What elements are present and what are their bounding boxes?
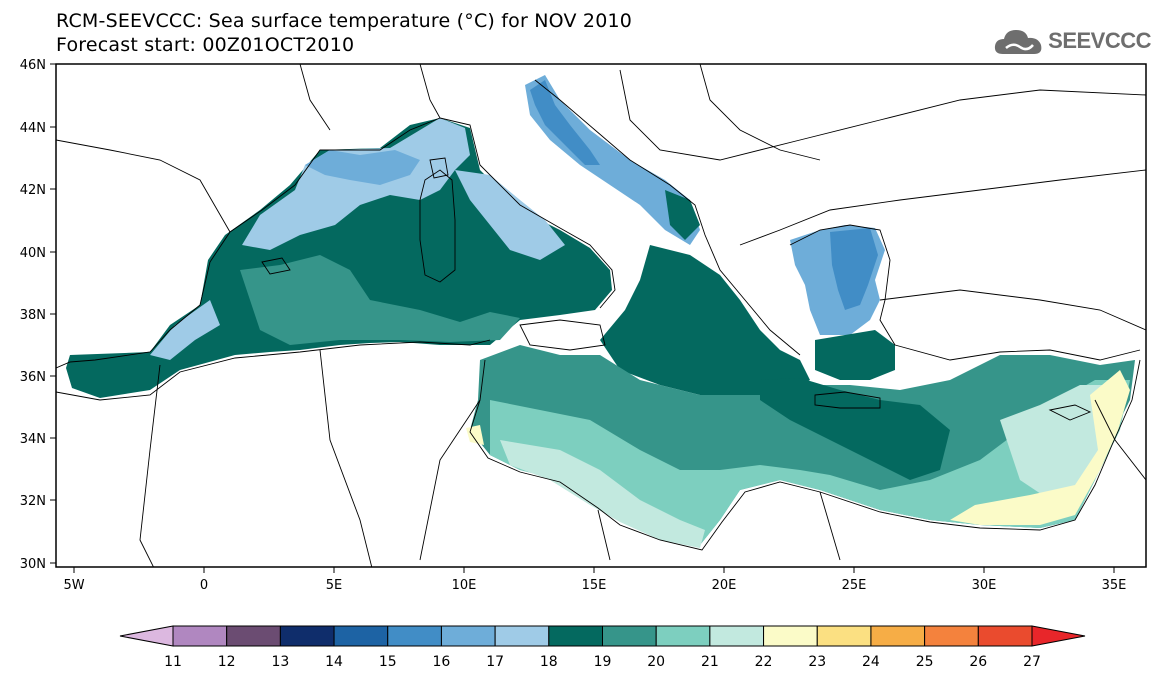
lat-tick-label: 30N (20, 557, 46, 572)
colorbar-swatch (602, 625, 657, 647)
coastlines (56, 64, 1146, 567)
forecast-start: Forecast start: 00Z01OCT2010 (56, 34, 355, 56)
colorbar-swatch (977, 625, 1033, 647)
colorbar-swatch (816, 625, 872, 647)
colorbar-label: 11 (164, 654, 182, 670)
lon-tick-label: 5E (326, 578, 343, 593)
colorbar-swatch (172, 625, 228, 647)
colorbar-swatch (709, 625, 765, 647)
colorbar-under-arrow (119, 625, 174, 647)
colorbar-label: 21 (701, 654, 719, 670)
lon-tick-label: 5W (63, 578, 84, 593)
lat-tick-label: 38N (20, 308, 46, 323)
lat-tick-label: 40N (20, 246, 46, 261)
lon-tick-label: 25E (842, 578, 867, 593)
lon-tick-label: 20E (712, 578, 737, 593)
sst-field (66, 75, 1135, 548)
latitude-axis: 46N 44N 42N 40N 38N 36N 34N 32N 30N (20, 58, 56, 572)
lon-tick-label: 10E (452, 578, 477, 593)
colorbar-label: 16 (433, 654, 451, 670)
colorbar-label: 17 (486, 654, 504, 670)
colorbar-swatch (870, 625, 926, 647)
colorbar-swatch (279, 625, 335, 647)
colorbar-swatch (226, 625, 281, 647)
colorbar: 11 12 13 14 15 16 17 18 19 20 21 22 23 24 25 26 27 (119, 625, 1086, 670)
lat-tick-label: 34N (20, 432, 46, 447)
colorbar-swatch (333, 625, 389, 647)
logo-text: SEEVCCC (1048, 28, 1151, 53)
colorbar-swatch (494, 625, 550, 647)
lat-tick-label: 36N (20, 370, 46, 385)
lon-tick-label: 0 (200, 578, 208, 593)
colorbar-swatch (440, 625, 496, 647)
lon-tick-label: 15E (582, 578, 607, 593)
cloud-icon (995, 30, 1042, 54)
longitude-axis: 5W 0 5E 10E 15E 20E 25E 30E 35E (63, 567, 1126, 593)
colorbar-swatch (655, 625, 711, 647)
colorbar-label: 13 (271, 654, 289, 670)
colorbar-label: 22 (755, 654, 773, 670)
colorbar-label: 20 (647, 654, 665, 670)
lon-tick-label: 30E (972, 578, 997, 593)
lat-tick-label: 44N (20, 121, 46, 136)
lon-tick-label: 35E (1102, 578, 1127, 593)
colorbar-swatch (387, 625, 442, 647)
colorbar-label: 14 (325, 654, 343, 670)
colorbar-label: 27 (1023, 654, 1041, 670)
colorbar-over-arrow (1031, 625, 1086, 647)
map-frame (55, 63, 1147, 568)
colorbar-swatch (548, 625, 603, 647)
lat-tick-label: 32N (20, 494, 46, 509)
lat-tick-label: 46N (20, 58, 46, 73)
map-title: RCM-SEEVCCC: Sea surface temperature (°C… (56, 10, 633, 32)
colorbar-swatch (763, 625, 818, 647)
colorbar-label: 26 (969, 654, 987, 670)
colorbar-label: 19 (594, 654, 612, 670)
colorbar-label: 18 (540, 654, 558, 670)
colorbar-label: 25 (916, 654, 934, 670)
colorbar-label: 12 (218, 654, 236, 670)
colorbar-swatch (924, 625, 979, 647)
lat-tick-label: 42N (20, 183, 46, 198)
seevccc-logo: SEEVCCC (993, 26, 1151, 56)
colorbar-label: 23 (808, 654, 826, 670)
colorbar-label: 24 (862, 654, 880, 670)
colorbar-label: 15 (379, 654, 397, 670)
